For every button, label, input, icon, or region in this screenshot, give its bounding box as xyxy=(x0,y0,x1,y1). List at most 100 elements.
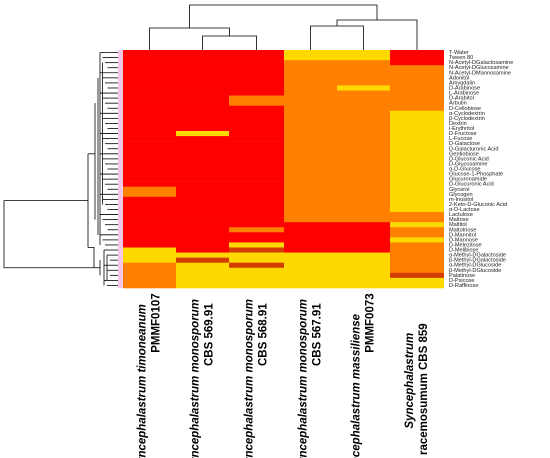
heatmap-cell xyxy=(229,262,284,269)
heatmap-cell xyxy=(337,222,390,228)
heatmap-cell xyxy=(390,136,444,142)
row-label: Dextrin xyxy=(449,121,467,127)
row-label: Arbutin xyxy=(449,101,467,107)
heatmap-cell xyxy=(390,65,444,71)
heatmap-cell xyxy=(390,262,444,269)
heatmap-cell xyxy=(284,242,337,248)
row-label: D-Galacturonic Acid xyxy=(449,146,498,152)
column-label: Syncephalastrum monosporum CBS 568.91 xyxy=(244,299,270,458)
heatmap-cell xyxy=(176,242,229,248)
heatmap-cell xyxy=(229,110,284,117)
heatmap-cell xyxy=(123,110,176,117)
row-label: 2-Keto-D-Gluconic Acid xyxy=(449,202,507,208)
heatmap-cell xyxy=(284,267,337,274)
heatmap-cell xyxy=(229,125,284,132)
column-label-genus: Syncephalastrum timoneanum xyxy=(137,304,149,458)
heatmap-cell xyxy=(284,50,337,56)
heatmap-cell xyxy=(229,161,284,167)
heatmap-cell xyxy=(284,60,337,66)
heatmap-cell xyxy=(123,90,176,96)
column-label-genus: Syncephalastrum monosporum xyxy=(298,299,310,458)
heatmap-cell xyxy=(337,151,390,157)
heatmap-cell xyxy=(284,232,337,238)
heatmap-cell xyxy=(176,282,229,289)
heatmap-cell xyxy=(176,125,229,132)
heatmap-cell xyxy=(229,131,284,137)
row-label: N-Acetyl-DGalactosamine xyxy=(449,60,513,66)
heatmap-cell xyxy=(176,55,229,61)
heatmap-cell xyxy=(229,222,284,228)
row-label: D-Galactose xyxy=(449,141,480,147)
heatmap-cell xyxy=(390,282,444,289)
dendrogram-branch xyxy=(202,35,257,50)
column-label-strain: PMMF0107 xyxy=(151,293,163,352)
row-label: Palatinose xyxy=(449,273,475,279)
row-label: Maltotriose xyxy=(449,227,476,233)
column-label-strain: PMMF0073 xyxy=(365,293,377,352)
row-label: D-Psicose xyxy=(449,278,475,284)
heatmap-cell xyxy=(390,201,444,208)
heatmap-cell xyxy=(337,232,390,238)
heatmap-cell xyxy=(337,100,390,106)
heatmap-cell xyxy=(176,156,229,162)
heatmap-cell xyxy=(229,186,284,193)
heatmap-cell xyxy=(284,115,337,122)
heatmap-cell xyxy=(284,141,337,147)
column-label: Syncephalastrum racemosumum CBS 859 xyxy=(404,323,430,455)
heatmap-cell xyxy=(284,282,337,289)
heatmap-cell xyxy=(284,120,337,127)
heatmap-cell xyxy=(390,186,444,193)
heatmap-cell xyxy=(176,105,229,112)
heatmap-cell xyxy=(390,171,444,177)
heatmap-cell xyxy=(284,262,337,269)
heatmap-cell xyxy=(337,272,390,279)
heatmap-cell xyxy=(337,166,390,172)
heatmap-cell xyxy=(176,50,229,56)
heatmap-margin-strip xyxy=(118,50,123,288)
heatmap-cell xyxy=(176,267,229,274)
heatmap-cell xyxy=(176,272,229,279)
row-label: m-Inositol xyxy=(449,197,473,203)
row-label: D-Arabitol xyxy=(449,96,474,102)
heatmap-cell xyxy=(123,257,176,263)
heatmap-cell xyxy=(176,217,229,223)
row-label: D-Glucosamine xyxy=(449,161,488,167)
heatmap-cell xyxy=(176,201,229,208)
heatmap-cell xyxy=(229,151,284,157)
heatmap-cell xyxy=(337,201,390,208)
heatmap-cell xyxy=(176,136,229,142)
row-label: Glucuronamide xyxy=(449,177,487,183)
heatmap-cell xyxy=(176,277,229,284)
heatmap-cell xyxy=(390,267,444,274)
heatmap-cell xyxy=(123,80,176,86)
heatmap-cell xyxy=(284,65,337,71)
heatmap-cell xyxy=(176,181,229,188)
heatmap-cell xyxy=(284,272,337,279)
heatmap-cell xyxy=(337,105,390,112)
heatmap-cell xyxy=(229,212,284,218)
heatmap-cell xyxy=(337,257,390,263)
heatmap-cell xyxy=(229,50,284,56)
heatmap-cell xyxy=(229,90,284,96)
heatmap-cell xyxy=(176,90,229,96)
heatmap-cell xyxy=(176,65,229,71)
heatmap-cell xyxy=(390,85,444,91)
row-label: D-Gluconic Acid xyxy=(449,156,489,162)
heatmap-cell xyxy=(390,141,444,147)
heatmap-cell xyxy=(390,95,444,101)
heatmap-cell xyxy=(176,191,229,198)
heatmap-cell xyxy=(123,171,176,177)
heatmap-cell xyxy=(229,95,284,101)
row-label: Maltitol xyxy=(449,222,467,228)
heatmap-cell xyxy=(123,206,176,213)
heatmap-cell xyxy=(176,151,229,157)
heatmap-cell xyxy=(229,120,284,127)
heatmap-cell xyxy=(176,186,229,193)
heatmap-cell xyxy=(176,141,229,147)
heatmap-cell xyxy=(337,196,390,203)
heatmap-cell xyxy=(123,176,176,182)
heatmap-cell xyxy=(229,85,284,91)
heatmap-cell xyxy=(123,247,176,253)
heatmap-cell xyxy=(284,237,337,243)
heatmap-cell xyxy=(229,146,284,152)
